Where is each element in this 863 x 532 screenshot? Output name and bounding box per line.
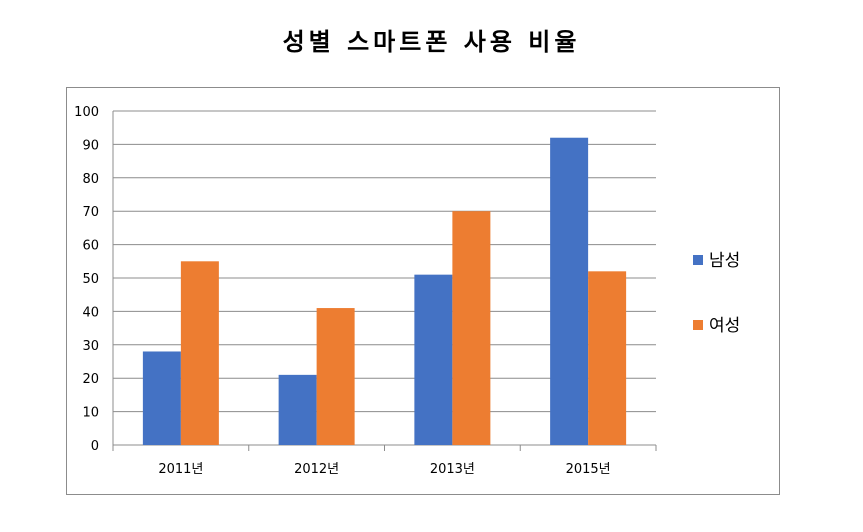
y-tick-label: 10 [82, 406, 99, 421]
x-tick-label: 2013년 [430, 462, 475, 477]
legend-swatch [693, 255, 703, 265]
bar-female [180, 261, 219, 445]
bar-male [414, 274, 453, 445]
y-tick-label: 60 [82, 239, 99, 254]
bar-male [142, 351, 181, 445]
y-tick-label: 50 [82, 272, 99, 287]
y-tick-label: 80 [82, 172, 99, 187]
y-tick-label: 90 [82, 138, 99, 153]
bar-female [316, 308, 355, 445]
x-tick-label: 2012년 [294, 462, 339, 477]
bar-male [278, 374, 317, 445]
y-tick-label: 20 [82, 372, 99, 387]
y-tick-label: 100 [74, 105, 99, 120]
bar-female [452, 211, 491, 445]
y-tick-label: 30 [82, 339, 99, 354]
legend-swatch [693, 320, 703, 330]
y-tick-label: 70 [82, 205, 99, 220]
chart-title: 성별 스마트폰 사용 비율 [282, 28, 581, 56]
y-tick-label: 0 [91, 439, 99, 454]
y-tick-label: 40 [82, 305, 99, 320]
legend-label: 남성 [709, 251, 740, 271]
bar-male [550, 137, 589, 445]
x-tick-label: 2011년 [158, 462, 203, 477]
x-tick-label: 2015년 [566, 462, 611, 477]
legend-label: 여성 [709, 316, 740, 336]
bar-female [588, 271, 627, 445]
